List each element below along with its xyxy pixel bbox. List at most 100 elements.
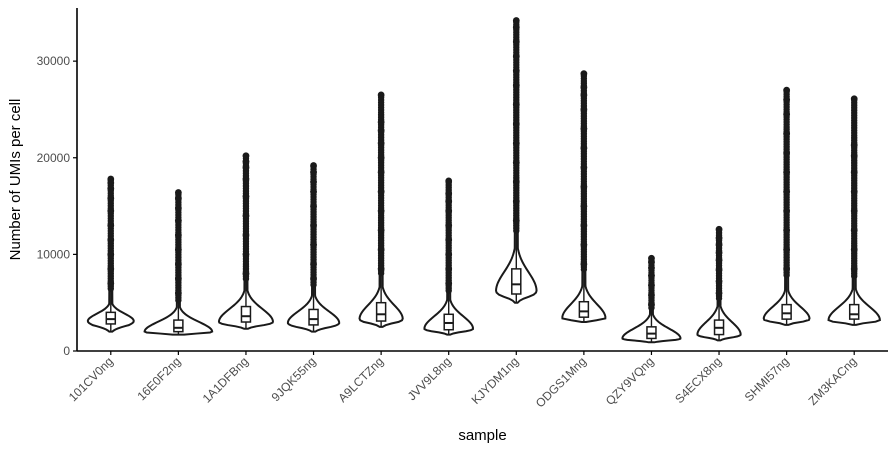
violin-group	[217, 152, 274, 330]
box	[173, 319, 184, 333]
outlier-point	[580, 106, 588, 113]
outlier-point	[107, 175, 115, 183]
outlier-point	[783, 110, 791, 118]
outlier-point	[242, 270, 250, 278]
outlier-point	[445, 265, 453, 273]
x-tick-label: ZM3KACng	[806, 354, 860, 408]
outlier-point	[445, 236, 453, 244]
box	[781, 303, 792, 320]
outlier-point	[783, 86, 791, 94]
outlier-point	[850, 152, 858, 160]
violin-group	[827, 95, 881, 326]
violin-group	[561, 70, 607, 324]
outlier-point	[107, 236, 115, 244]
outlier-point	[377, 168, 385, 176]
outlier-point	[580, 183, 588, 191]
outlier-point	[377, 207, 385, 215]
outlier-point	[783, 188, 791, 195]
outlier-point	[377, 118, 385, 126]
outlier-point	[580, 70, 588, 78]
plot-area	[86, 17, 881, 344]
outlier-point	[580, 202, 588, 210]
outlier-point	[107, 185, 115, 193]
outlier-point	[107, 265, 115, 273]
x-tick-label: KJYDM1ng	[469, 354, 522, 407]
y-axis-title: Number of UMIs per cell	[7, 99, 24, 261]
violin-group	[762, 86, 811, 326]
outlier-point	[377, 91, 385, 99]
x-tick-label: A9LCTZng	[335, 354, 386, 405]
outlier-point	[850, 207, 858, 215]
box	[240, 305, 252, 323]
outlier-point	[242, 164, 250, 171]
outlier-point	[512, 139, 520, 147]
outlier-point	[377, 154, 385, 162]
outlier-point	[783, 207, 791, 215]
violin-group	[696, 225, 742, 342]
box	[375, 301, 387, 322]
outlier-point	[242, 231, 250, 239]
outlier-point	[242, 158, 250, 166]
outlier-point	[174, 189, 182, 196]
outlier-point	[174, 217, 182, 224]
outlier-point	[648, 281, 655, 289]
outlier-point	[715, 266, 723, 274]
outlier-point	[174, 289, 182, 297]
box	[511, 268, 522, 295]
outlier-point	[648, 272, 655, 280]
outlier-point	[648, 264, 655, 272]
outlier-point	[445, 221, 453, 229]
outlier-point	[512, 67, 520, 75]
y-tick-label: 20000	[37, 151, 71, 165]
x-tick-label: JVV9L8ng	[405, 354, 454, 403]
outlier-point	[850, 95, 858, 103]
outlier-point	[377, 265, 385, 273]
box	[848, 303, 860, 320]
outlier-point	[445, 279, 453, 287]
outlier-point	[648, 301, 655, 309]
outlier-point	[242, 250, 250, 258]
outlier-point	[107, 194, 115, 202]
outlier-point	[715, 278, 723, 285]
outlier-point	[512, 217, 520, 224]
outlier-point	[715, 234, 723, 242]
outlier-point	[174, 204, 182, 212]
x-tick-label: ODGS1Mng	[533, 354, 589, 410]
outlier-point	[242, 175, 250, 183]
outlier-point	[580, 91, 588, 99]
outlier-point	[512, 17, 520, 24]
outlier-point	[850, 141, 858, 149]
violin-group	[495, 17, 538, 304]
outlier-point	[377, 139, 385, 147]
outlier-point	[445, 250, 453, 258]
y-tick-label: 0	[63, 344, 70, 358]
outlier-point	[512, 101, 520, 109]
outlier-point	[242, 193, 250, 200]
outlier-point	[580, 221, 588, 229]
outlier-point	[445, 190, 453, 197]
x-tick-label: S4ECX8ng	[672, 354, 724, 406]
x-tick-label: 1A1DFBng	[200, 354, 251, 405]
violin-group	[423, 177, 474, 336]
y-tick-label: 30000	[37, 54, 71, 68]
outlier-point	[715, 241, 723, 249]
violin-group	[143, 189, 214, 336]
outlier-point	[512, 38, 520, 46]
outlier-point	[512, 52, 520, 60]
outlier-point	[512, 197, 520, 205]
outlier-point	[174, 231, 182, 239]
outlier-point	[310, 202, 317, 210]
outlier-point	[783, 246, 791, 253]
outlier-point	[310, 221, 317, 229]
outlier-point	[512, 23, 520, 31]
outlier-point	[648, 291, 655, 299]
outlier-point	[445, 197, 453, 205]
outlier-point	[310, 162, 317, 169]
outlier-point	[377, 246, 385, 253]
outlier-point	[783, 168, 791, 176]
outlier-point	[174, 246, 182, 253]
x-tick-label: 101CV0ng	[66, 354, 116, 404]
x-tick-label: SHMI57ng	[742, 354, 792, 404]
outlier-point	[850, 168, 858, 176]
outlier-point	[512, 81, 520, 89]
